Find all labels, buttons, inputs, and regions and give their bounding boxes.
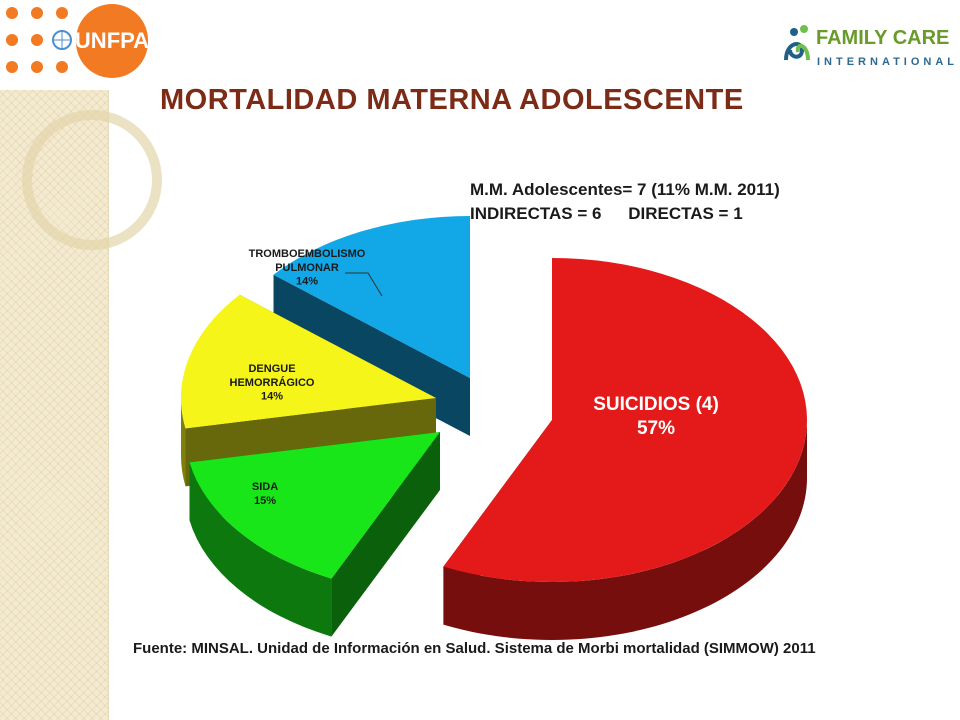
summary-line-2: INDIRECTAS = 6 DIRECTAS = 1 [470, 202, 780, 226]
slice-tromboembolismo-pulmonar [273, 216, 470, 378]
summary-direct: DIRECTAS = 1 [628, 204, 743, 223]
slice-side-sida [189, 462, 332, 637]
leader-line-tromboembolismo-pulmonar [345, 272, 383, 297]
summary-box: M.M. Adolescentes= 7 (11% M.M. 2011) IND… [470, 178, 780, 226]
slice-suicidios-4 [443, 258, 807, 582]
slice-label-dengue-hemorragico-2: 14% [261, 391, 283, 403]
slice-label-sida-1: 15% [254, 495, 276, 507]
slice-label-suicidios-4-1: 57% [637, 418, 675, 439]
pie-labels: SUICIDIOS (4) 57% SIDA 15% DENGUEHEMORRÁGICO… [230, 248, 719, 507]
fci-logo-line2: INTERNATIONAL [817, 56, 958, 68]
slice-label-suicidios-4-0: SUICIDIOS (4) [593, 394, 719, 415]
slice-side-dengue-hemorragico [181, 398, 186, 487]
source-note: Fuente: MINSAL. Unidad de Información en… [133, 640, 816, 657]
unfpa-logo-text: UNFPA [75, 28, 149, 53]
page-title: MORTALIDAD MATERNA ADOLESCENTE [160, 84, 744, 116]
slice-sida [189, 432, 440, 579]
family-care-international-logo: FAMILY CARE INTERNATIONAL [784, 25, 958, 68]
slice-label-dengue-hemorragico-0: DENGUE [248, 363, 295, 375]
slice-label-sida-0: SIDA [252, 481, 278, 493]
fci-logo-line1: FAMILY CARE [816, 27, 949, 49]
unfpa-logo: UNFPA [6, 4, 149, 78]
summary-indirect: INDIRECTAS = 6 [470, 204, 602, 223]
slice-face-sida-0 [331, 432, 440, 637]
slice-label-tromboembolismo-pulmonar-1: PULMONAR [275, 262, 339, 274]
summary-line-1: M.M. Adolescentes= 7 (11% M.M. 2011) [470, 180, 780, 199]
slice-label-tromboembolismo-pulmonar-0: TROMBOEMBOLISMO [249, 248, 366, 260]
decorative-ring [22, 110, 162, 250]
pie-tops [180, 216, 807, 582]
slice-side-suicidios-4 [443, 420, 807, 640]
slice-label-dengue-hemorragico-1: HEMORRÁGICO [230, 376, 315, 389]
slice-label-tromboembolismo-pulmonar-2: 14% [296, 276, 318, 288]
slice-dengue-hemorragico [180, 294, 436, 429]
